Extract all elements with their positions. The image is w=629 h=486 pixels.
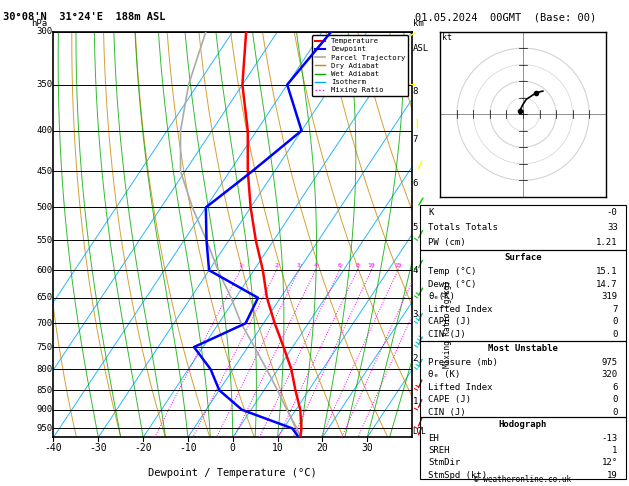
Text: -13: -13 bbox=[601, 434, 618, 443]
Text: 33: 33 bbox=[607, 223, 618, 232]
Text: 1: 1 bbox=[413, 397, 418, 406]
Text: kt: kt bbox=[442, 33, 452, 42]
Text: 6: 6 bbox=[338, 263, 342, 268]
Text: 350: 350 bbox=[36, 80, 53, 89]
Text: 0: 0 bbox=[612, 317, 618, 326]
Text: Dewp (°C): Dewp (°C) bbox=[428, 280, 477, 289]
Text: CAPE (J): CAPE (J) bbox=[428, 317, 471, 326]
Text: SREH: SREH bbox=[428, 446, 450, 455]
Text: 650: 650 bbox=[36, 293, 53, 302]
Bar bbox=[420, 250, 626, 341]
Text: -10: -10 bbox=[179, 444, 197, 453]
Text: 320: 320 bbox=[601, 370, 618, 379]
Text: 14.7: 14.7 bbox=[596, 280, 618, 289]
Text: LCL: LCL bbox=[413, 427, 426, 436]
Text: 7: 7 bbox=[413, 135, 418, 144]
Text: 3: 3 bbox=[413, 310, 418, 319]
Text: 0: 0 bbox=[612, 395, 618, 404]
Text: -40: -40 bbox=[45, 444, 62, 453]
Text: CIN (J): CIN (J) bbox=[428, 330, 466, 339]
Text: 30: 30 bbox=[361, 444, 373, 453]
Text: 4: 4 bbox=[313, 263, 317, 268]
Text: Temp (°C): Temp (°C) bbox=[428, 267, 477, 277]
Text: 6: 6 bbox=[413, 179, 418, 189]
Text: 1: 1 bbox=[238, 263, 242, 268]
Text: 550: 550 bbox=[36, 236, 53, 245]
Bar bbox=[420, 341, 626, 417]
Text: 0: 0 bbox=[612, 330, 618, 339]
Text: 700: 700 bbox=[36, 319, 53, 328]
Text: 12°: 12° bbox=[601, 458, 618, 467]
Text: km: km bbox=[413, 18, 423, 28]
Text: Pressure (mb): Pressure (mb) bbox=[428, 358, 498, 366]
Text: 30°08'N  31°24'E  188m ASL: 30°08'N 31°24'E 188m ASL bbox=[3, 12, 165, 22]
Text: StmSpd (kt): StmSpd (kt) bbox=[428, 470, 487, 480]
Text: -20: -20 bbox=[134, 444, 152, 453]
Text: 6: 6 bbox=[612, 383, 618, 392]
Text: ASL: ASL bbox=[413, 44, 429, 53]
Bar bbox=[420, 205, 626, 250]
Text: Totals Totals: Totals Totals bbox=[428, 223, 498, 232]
Text: 10: 10 bbox=[367, 263, 375, 268]
Text: 20: 20 bbox=[316, 444, 328, 453]
Text: 750: 750 bbox=[36, 343, 53, 351]
Text: 1: 1 bbox=[612, 446, 618, 455]
Text: 19: 19 bbox=[607, 470, 618, 480]
Text: CIN (J): CIN (J) bbox=[428, 408, 466, 417]
Text: Hodograph: Hodograph bbox=[499, 420, 547, 429]
Text: Dewpoint / Temperature (°C): Dewpoint / Temperature (°C) bbox=[148, 468, 317, 478]
Text: 7: 7 bbox=[612, 305, 618, 314]
Text: 0: 0 bbox=[230, 444, 236, 453]
Text: © weatheronline.co.uk: © weatheronline.co.uk bbox=[474, 474, 571, 484]
Text: 2: 2 bbox=[275, 263, 279, 268]
Text: Mixing Ratio (g/kg): Mixing Ratio (g/kg) bbox=[443, 280, 452, 368]
Text: 4: 4 bbox=[413, 266, 418, 275]
Text: 319: 319 bbox=[601, 292, 618, 301]
Text: 800: 800 bbox=[36, 365, 53, 374]
Text: CAPE (J): CAPE (J) bbox=[428, 395, 471, 404]
Text: 8: 8 bbox=[355, 263, 359, 268]
Text: 15: 15 bbox=[394, 263, 401, 268]
Text: -30: -30 bbox=[89, 444, 107, 453]
Text: Lifted Index: Lifted Index bbox=[428, 305, 493, 314]
Text: Lifted Index: Lifted Index bbox=[428, 383, 493, 392]
Text: EH: EH bbox=[428, 434, 439, 443]
Text: 850: 850 bbox=[36, 386, 53, 395]
Text: 01.05.2024  00GMT  (Base: 00): 01.05.2024 00GMT (Base: 00) bbox=[415, 12, 596, 22]
Text: 3: 3 bbox=[297, 263, 301, 268]
Text: -0: -0 bbox=[607, 208, 618, 217]
Text: 950: 950 bbox=[36, 424, 53, 433]
Text: 600: 600 bbox=[36, 266, 53, 275]
Text: 0: 0 bbox=[612, 408, 618, 417]
Text: K: K bbox=[428, 208, 434, 217]
Text: 500: 500 bbox=[36, 203, 53, 212]
Text: Surface: Surface bbox=[504, 253, 542, 262]
Text: 8: 8 bbox=[413, 87, 418, 96]
Text: 5: 5 bbox=[413, 223, 418, 232]
Text: 975: 975 bbox=[601, 358, 618, 366]
Text: 10: 10 bbox=[272, 444, 284, 453]
Text: 1.21: 1.21 bbox=[596, 238, 618, 247]
Text: θₑ (K): θₑ (K) bbox=[428, 370, 460, 379]
Text: 450: 450 bbox=[36, 167, 53, 176]
Text: Most Unstable: Most Unstable bbox=[488, 344, 558, 353]
Text: 300: 300 bbox=[36, 27, 53, 36]
Bar bbox=[420, 417, 626, 479]
Text: 900: 900 bbox=[36, 405, 53, 415]
Text: 15.1: 15.1 bbox=[596, 267, 618, 277]
Text: 400: 400 bbox=[36, 126, 53, 135]
Text: hPa: hPa bbox=[31, 18, 47, 28]
Legend: Temperature, Dewpoint, Parcel Trajectory, Dry Adiabat, Wet Adiabat, Isotherm, Mi: Temperature, Dewpoint, Parcel Trajectory… bbox=[311, 35, 408, 96]
Text: StmDir: StmDir bbox=[428, 458, 460, 467]
Text: PW (cm): PW (cm) bbox=[428, 238, 466, 247]
Text: 2: 2 bbox=[413, 354, 418, 364]
Text: θₑ(K): θₑ(K) bbox=[428, 292, 455, 301]
